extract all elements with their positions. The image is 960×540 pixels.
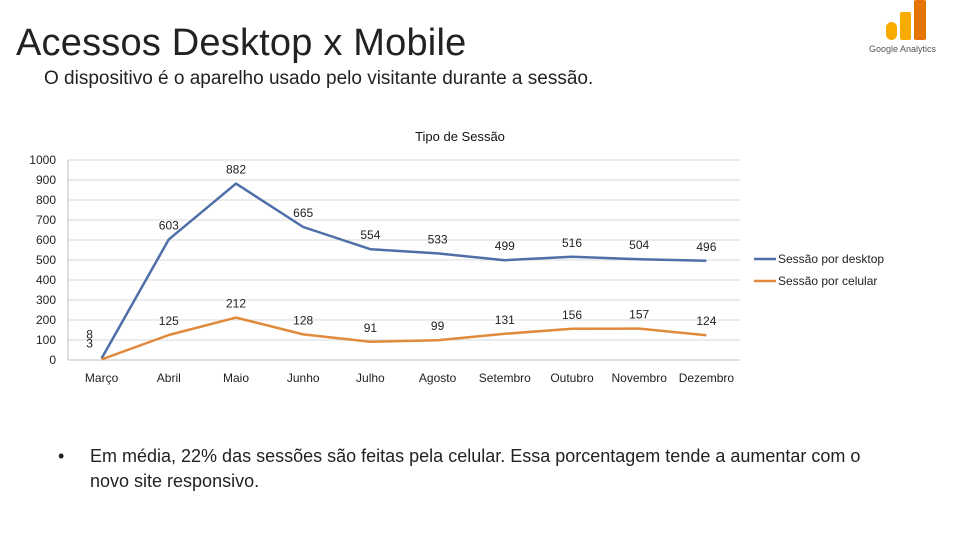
data-label-desktop: 8 [86,327,93,341]
data-label-celular: 3 [86,336,93,350]
legend-label: Sessão por celular [778,274,877,288]
y-tick-label: 500 [36,253,56,267]
x-tick-label: Agosto [419,371,457,385]
data-label-celular: 124 [696,314,716,328]
data-label-desktop: 499 [495,239,515,253]
bullet-text: Em média, 22% das sessões são feitas pel… [90,446,861,491]
logo-bar-tall [914,0,926,40]
x-tick-label: Março [85,371,119,385]
x-tick-label: Maio [223,371,249,385]
line-chart: 0 100 200 300 400 500 600 700 800 900 1000 Março Abr… [29,153,884,385]
data-label-desktop: 882 [226,163,246,177]
x-tick-label: Abril [157,371,181,385]
data-label-desktop: 496 [696,240,716,254]
y-tick-label: 100 [36,333,56,347]
data-label-desktop: 516 [562,236,582,250]
y-tick-label: 800 [36,193,56,207]
x-tick-label: Junho [287,371,320,385]
x-tick-label: Setembro [479,371,531,385]
series-line-celular [101,316,707,361]
axis-layer: 0 100 200 300 400 500 600 700 800 900 1000 Março Abr… [29,153,740,385]
y-tick-label: 1000 [29,153,56,167]
data-label-celular: 99 [431,319,445,333]
logo-text: Google Analytics [869,44,937,54]
google-analytics-logo [886,0,926,40]
logo-bar-short [886,22,897,40]
series-line-desktop [100,182,707,360]
data-label-desktop: 554 [360,228,380,242]
x-tick-label: Julho [356,371,385,385]
data-label-celular: 125 [159,314,179,328]
y-tick-label: 600 [36,233,56,247]
series-layer [100,182,707,361]
y-tick-label: 700 [36,213,56,227]
y-tick-label: 300 [36,293,56,307]
chart-title: Tipo de Sessão [415,129,505,144]
x-tick-label: Outubro [550,371,594,385]
legend-label: Sessão por desktop [778,252,884,266]
bullet-symbol: • [58,446,65,466]
bullet-item: • Em média, 22% das sessões são feitas p… [58,444,938,494]
y-tick-label: 900 [36,173,56,187]
legend-layer: Sessão por desktop Sessão por celular [754,252,884,288]
data-label-celular: 128 [293,313,313,327]
y-tick-label: 0 [49,353,56,367]
data-label-celular: 91 [364,321,378,335]
y-tick-label: 200 [36,313,56,327]
data-label-desktop: 603 [159,218,179,232]
data-label-desktop: 533 [428,232,448,246]
x-tick-label: Dezembro [679,371,735,385]
data-label-desktop: 504 [629,238,649,252]
data-label-desktop: 665 [293,206,313,220]
data-label-celular: 131 [495,313,515,327]
data-label-celular: 212 [226,297,246,311]
logo-bar-medium [900,12,911,40]
slide-subtitle: O dispositivo é o aparelho usado pelo vi… [44,68,594,89]
data-label-celular: 157 [629,308,649,322]
label-layer: 8 603 882 665 554 533 499 516 504 496 3 125 212 128 91… [86,163,716,351]
x-tick-label: Novembro [612,371,668,385]
data-label-celular: 156 [562,308,582,322]
y-tick-label: 400 [36,273,56,287]
slide-title: Acessos Desktop x Mobile [16,22,467,64]
